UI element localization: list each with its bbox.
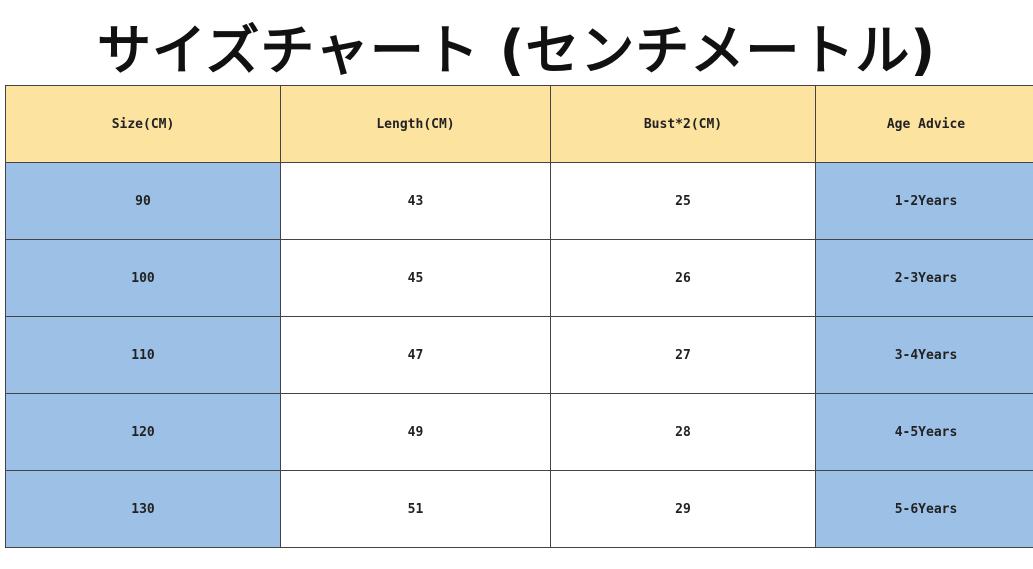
cell-length: 43 <box>280 162 551 240</box>
page-title: サイズチャート (センチメートル) <box>97 19 936 82</box>
cell-age: 4-5Years <box>815 393 1033 471</box>
cell-age: 3-4Years <box>815 316 1033 394</box>
header-age: Age Advice <box>815 85 1033 163</box>
header-length: Length(CM) <box>280 85 551 163</box>
header-bust: Bust*2(CM) <box>550 85 816 163</box>
table-row: 90 43 25 1-2Years <box>5 162 1033 240</box>
cell-size: 130 <box>5 470 281 548</box>
header-size: Size(CM) <box>5 85 281 163</box>
cell-size: 90 <box>5 162 281 240</box>
cell-age: 1-2Years <box>815 162 1033 240</box>
cell-length: 45 <box>280 239 551 317</box>
cell-bust: 25 <box>550 162 816 240</box>
cell-age: 5-6Years <box>815 470 1033 548</box>
table-row: 130 51 29 5-6Years <box>5 470 1033 548</box>
cell-size: 100 <box>5 239 281 317</box>
cell-size: 110 <box>5 316 281 394</box>
table-row: 120 49 28 4-5Years <box>5 393 1033 471</box>
cell-size: 120 <box>5 393 281 471</box>
table-header-row: Size(CM) Length(CM) Bust*2(CM) Age Advic… <box>5 85 1033 163</box>
cell-bust: 29 <box>550 470 816 548</box>
cell-bust: 26 <box>550 239 816 317</box>
cell-length: 51 <box>280 470 551 548</box>
cell-length: 49 <box>280 393 551 471</box>
cell-bust: 28 <box>550 393 816 471</box>
cell-bust: 27 <box>550 316 816 394</box>
table-row: 110 47 27 3-4Years <box>5 316 1033 394</box>
table-row: 100 45 26 2-3Years <box>5 239 1033 317</box>
cell-length: 47 <box>280 316 551 394</box>
size-chart-table: Size(CM) Length(CM) Bust*2(CM) Age Advic… <box>5 85 1033 548</box>
cell-age: 2-3Years <box>815 239 1033 317</box>
